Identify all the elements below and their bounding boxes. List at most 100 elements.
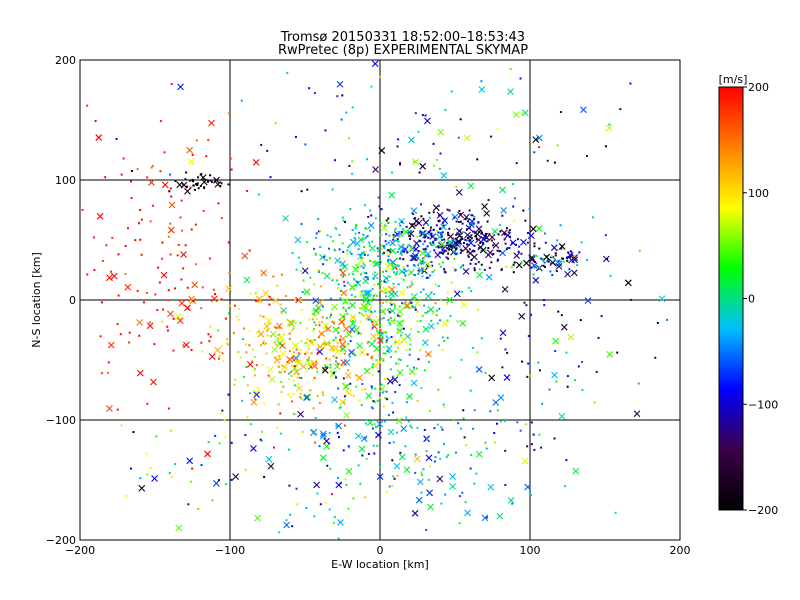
scatter-marker-x <box>475 366 483 373</box>
scatter-marker-dot <box>221 409 224 412</box>
scatter-marker-x <box>499 329 507 337</box>
scatter-marker-dot <box>197 507 200 510</box>
scatter-marker-dot <box>381 391 384 394</box>
scatter-marker-dot <box>318 445 321 448</box>
scatter-marker-dot <box>278 371 281 374</box>
scatter-marker-dot <box>530 313 533 316</box>
scatter-marker-dot <box>349 251 352 254</box>
scatter-marker-dot <box>293 365 296 368</box>
scatter-marker-dot <box>412 306 415 309</box>
scatter-marker-dot <box>374 271 377 274</box>
scatter-marker-dot <box>278 333 281 336</box>
scatter-marker-dot <box>333 321 336 324</box>
scatter-marker-dot <box>300 190 303 193</box>
scatter-marker-x <box>246 360 254 368</box>
scatter-marker-dot <box>306 359 309 362</box>
scatter-marker-dot <box>307 345 310 348</box>
scatter-marker-dot <box>355 263 358 266</box>
scatter-marker-dot <box>425 528 428 531</box>
scatter-marker-dot <box>244 434 247 437</box>
scatter-marker-x <box>279 350 287 358</box>
scatter-marker-dot <box>416 320 419 323</box>
scatter-marker-x <box>486 249 494 257</box>
scatter-marker-dot <box>390 300 393 303</box>
scatter-marker-dot <box>438 167 441 170</box>
scatter-marker-dot <box>364 251 367 254</box>
scatter-marker-dot <box>401 302 404 305</box>
scatter-marker-dot <box>226 343 229 346</box>
scatter-marker-dot <box>187 307 190 310</box>
scatter-marker-x <box>407 245 415 252</box>
scatter-marker-dot <box>427 276 430 279</box>
scatter-marker-dot <box>410 280 413 283</box>
scatter-marker-dot <box>292 392 295 395</box>
scatter-marker-dot <box>429 229 432 232</box>
scatter-marker-x <box>182 341 190 349</box>
scatter-marker-x <box>375 431 382 439</box>
scatter-marker-dot <box>180 229 183 232</box>
scatter-marker-dot <box>513 219 516 222</box>
scatter-marker-x <box>357 253 364 260</box>
scatter-marker-dot <box>483 268 486 271</box>
scatter-marker-x <box>321 366 329 374</box>
scatter-marker-dot <box>504 242 507 245</box>
scatter-marker-dot <box>535 254 538 257</box>
scatter-marker-dot <box>365 458 368 461</box>
scatter-marker-x <box>294 236 302 244</box>
scatter-marker-x <box>335 422 343 430</box>
scatter-marker-dot <box>585 154 588 157</box>
scatter-marker-dot <box>324 364 327 367</box>
scatter-marker-dot <box>386 277 389 280</box>
scatter-marker-dot <box>470 290 473 293</box>
scatter-marker-dot <box>362 266 365 269</box>
scatter-marker-x <box>265 455 273 463</box>
scatter-marker-dot <box>444 108 447 111</box>
scatter-marker-dot <box>565 351 568 354</box>
scatter-marker-dot <box>415 367 418 370</box>
scatter-marker-dot <box>441 349 444 352</box>
scatter-marker-x <box>348 348 355 356</box>
scatter-marker-dot <box>357 263 360 266</box>
scatter-marker-x <box>436 211 444 219</box>
scatter-marker-dot <box>249 423 252 426</box>
scatter-marker-dot <box>473 250 476 253</box>
scatter-marker-dot <box>417 330 420 333</box>
scatter-marker-dot <box>447 248 450 251</box>
scatter-marker-dot <box>434 238 437 241</box>
scatter-marker-dot <box>443 249 446 252</box>
scatter-marker-dot <box>367 340 370 343</box>
scatter-marker-dot <box>537 361 540 364</box>
scatter-marker-dot <box>454 252 457 255</box>
scatter-marker-dot <box>426 438 429 441</box>
scatter-marker-dot <box>492 252 495 255</box>
scatter-marker-dot <box>193 188 196 191</box>
scatter-marker-x <box>496 512 504 520</box>
scatter-marker-x <box>425 454 433 462</box>
scatter-marker-dot <box>190 228 193 231</box>
scatter-marker-dot <box>182 344 185 347</box>
scatter-marker-x <box>551 371 558 379</box>
scatter-marker-dot <box>319 245 322 248</box>
scatter-marker-dot <box>609 274 612 277</box>
scatter-marker-dot <box>366 227 369 230</box>
scatter-marker-dot <box>316 370 319 373</box>
scatter-marker-dot <box>466 228 469 231</box>
scatter-marker-dot <box>352 394 355 397</box>
scatter-marker-x <box>271 346 278 353</box>
scatter-marker-dot <box>388 310 391 313</box>
scatter-marker-dot <box>339 482 342 485</box>
scatter-marker-dot <box>347 445 350 448</box>
scatter-marker-dot <box>569 250 572 253</box>
scatter-marker-dot <box>166 329 169 332</box>
scatter-marker-dot <box>314 252 317 255</box>
scatter-marker-dot <box>425 450 428 453</box>
scatter-marker-dot <box>419 231 422 234</box>
scatter-marker-x <box>408 136 415 144</box>
scatter-marker-x <box>388 191 396 199</box>
scatter-marker-dot <box>167 235 170 238</box>
scatter-marker-dot <box>512 263 515 266</box>
scatter-marker-dot <box>191 467 194 470</box>
scatter-marker-dot <box>435 229 438 232</box>
